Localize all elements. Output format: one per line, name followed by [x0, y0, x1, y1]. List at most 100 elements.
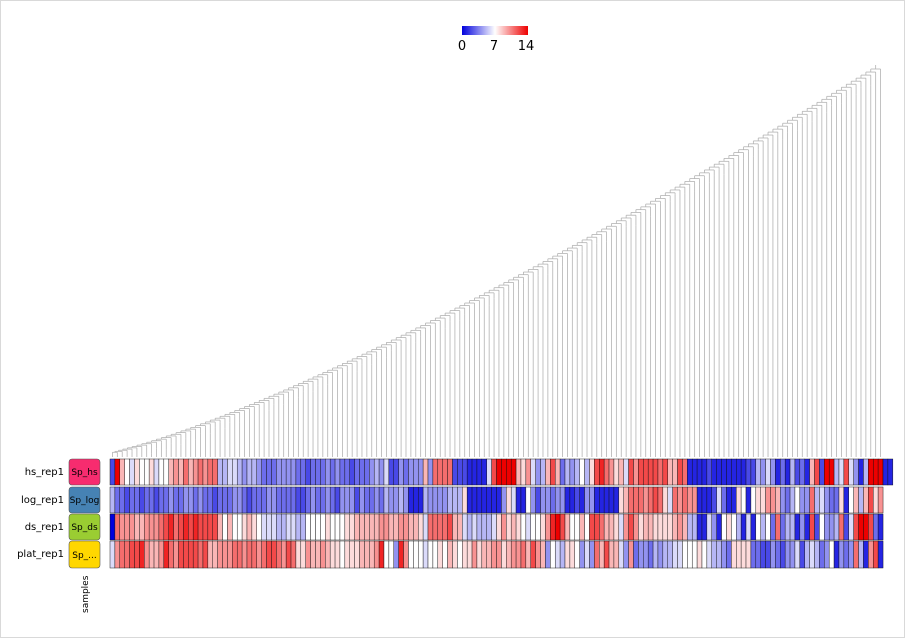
heatmap-cell	[139, 513, 145, 541]
heatmap-cell	[217, 458, 223, 486]
heatmap-cell	[613, 458, 620, 486]
heatmap-cell	[466, 540, 473, 569]
heatmap-cell	[828, 513, 835, 541]
heatmap-cell	[427, 458, 434, 486]
heatmap-cell	[285, 458, 292, 486]
heatmap-cell	[422, 540, 429, 569]
heatmap-cell	[398, 486, 404, 514]
heatmap-cell	[696, 486, 703, 514]
heatmap-cell	[569, 486, 576, 514]
heatmap-cell	[677, 540, 683, 569]
heatmap-cell	[667, 540, 673, 569]
heatmap-cell	[241, 513, 248, 541]
heatmap-cell	[628, 486, 634, 514]
heatmap-cell	[369, 513, 375, 541]
heatmap-cell	[814, 486, 820, 514]
heatmap-cell	[422, 458, 429, 486]
heatmap-cell	[550, 513, 556, 541]
heatmap-cell	[750, 513, 757, 541]
heatmap-cell	[251, 458, 258, 486]
heatmap-cell	[403, 513, 409, 541]
heatmap-cell	[569, 540, 576, 569]
heatmap-cell	[559, 486, 566, 514]
heatmap-cell	[667, 458, 673, 486]
heatmap-cell	[721, 513, 727, 541]
heatmap-cell	[442, 486, 448, 514]
heatmap-cell	[114, 458, 121, 486]
heatmap-cell	[589, 486, 595, 514]
heatmap-cell	[667, 486, 673, 514]
group-label: Sp_...	[72, 551, 97, 561]
heatmap-cell	[144, 540, 150, 569]
heatmap-cell	[207, 486, 214, 514]
heatmap-cell	[422, 486, 429, 514]
heatmap-cell	[775, 458, 781, 486]
heatmap-cell	[183, 458, 189, 486]
heatmap-cell	[476, 458, 483, 486]
heatmap-cell	[417, 458, 424, 486]
heatmap-cell	[261, 540, 267, 569]
heatmap-cell	[833, 486, 840, 514]
heatmap-cell	[603, 458, 610, 486]
heatmap-cell	[437, 513, 443, 541]
heatmap-cell	[530, 513, 536, 541]
heatmap-cell	[550, 486, 556, 514]
heatmap-cell	[148, 540, 155, 569]
heatmap-cell	[750, 458, 757, 486]
heatmap-cell	[359, 458, 365, 486]
heatmap-cell	[349, 486, 355, 514]
heatmap-cell	[770, 486, 776, 514]
group-label: Sp_hs	[71, 468, 98, 478]
heatmap-cell	[276, 458, 282, 486]
heatmap-cell	[848, 458, 854, 486]
heatmap-cell	[476, 540, 483, 569]
heatmap-cell	[638, 458, 644, 486]
heatmap-cell	[804, 486, 810, 514]
heatmap-cell	[662, 513, 669, 541]
heatmap-cell	[760, 513, 766, 541]
heatmap-cell	[236, 540, 243, 569]
heatmap-cell	[755, 486, 761, 514]
heatmap-cell	[457, 458, 463, 486]
heatmap-cell	[144, 486, 150, 514]
heatmap-cell	[271, 513, 277, 541]
heatmap-cell	[349, 513, 355, 541]
heatmap-cell	[780, 486, 786, 514]
heatmap-cell	[481, 513, 487, 541]
heatmap-cell	[462, 513, 468, 541]
heatmap-cell	[608, 458, 615, 486]
heatmap-cell	[638, 486, 644, 514]
heatmap-cell	[442, 513, 448, 541]
heatmap-cell	[339, 486, 346, 514]
heatmap-cell	[393, 458, 399, 486]
heatmap-cell	[403, 458, 409, 486]
heatmap-cell	[364, 513, 370, 541]
heatmap-cell	[882, 458, 889, 486]
heatmap-cell	[173, 540, 179, 569]
heatmap-cell	[305, 486, 311, 514]
heatmap-cell	[163, 513, 169, 541]
heatmap-cell	[246, 540, 253, 569]
heatmap-cell	[349, 458, 355, 486]
heatmap-cell	[613, 486, 620, 514]
heatmap-cell	[471, 458, 478, 486]
heatmap-cell	[119, 458, 125, 486]
heatmap-cell	[197, 486, 204, 514]
heatmap-cell	[139, 458, 145, 486]
heatmap-cell	[887, 458, 894, 486]
heatmap-cell	[736, 540, 742, 569]
heatmap-cell	[447, 540, 453, 569]
heatmap-cell	[403, 486, 409, 514]
heatmap-cell	[843, 486, 850, 514]
heatmap-cell	[579, 540, 585, 569]
heatmap-cell	[300, 540, 306, 569]
heatmap-cell	[711, 458, 717, 486]
heatmap-cell	[403, 540, 409, 569]
heatmap-cell	[638, 513, 644, 541]
heatmap-cell	[760, 458, 766, 486]
heatmap-cell	[261, 513, 267, 541]
heatmap-cell	[608, 486, 615, 514]
heatmap-cell	[442, 458, 448, 486]
heatmap-cell	[804, 540, 810, 569]
heatmap-cell	[486, 513, 492, 541]
